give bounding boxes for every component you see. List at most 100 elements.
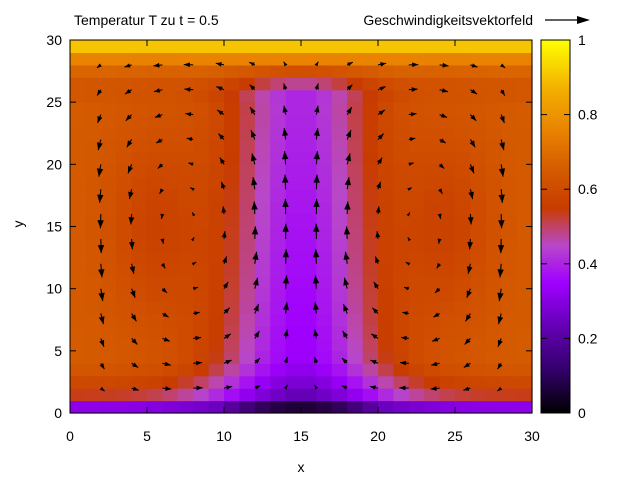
heatmap-cell <box>116 263 133 277</box>
velocity-vector <box>127 164 134 174</box>
heatmap-cell <box>239 276 256 290</box>
heatmap-cell <box>331 288 348 302</box>
velocity-vector <box>312 275 320 289</box>
heatmap-cell <box>485 288 502 302</box>
velocity-vector <box>283 61 288 67</box>
velocity-vector <box>249 61 256 67</box>
velocity-vector <box>497 263 504 278</box>
heatmap-cell <box>193 201 210 215</box>
velocity-vector <box>128 189 134 200</box>
heatmap-cell <box>177 52 194 66</box>
heatmap-cell <box>362 400 379 414</box>
velocity-vector <box>376 157 383 165</box>
heatmap-cell <box>393 77 410 91</box>
heatmap-cell <box>424 64 441 78</box>
velocity-vector <box>253 303 260 314</box>
heatmap-cell <box>378 201 394 215</box>
heatmap-cell <box>270 251 287 265</box>
heatmap-cell <box>362 375 379 389</box>
velocity-vector <box>377 109 386 116</box>
heatmap-cell <box>239 64 256 78</box>
heatmap-cell <box>285 64 302 78</box>
heatmap-cell <box>316 388 333 402</box>
velocity-vector <box>431 337 440 342</box>
heatmap-cell <box>254 375 271 389</box>
heatmap-cell <box>470 52 487 66</box>
heatmap-cell <box>162 102 179 116</box>
velocity-vector <box>131 386 139 391</box>
heatmap-cell <box>70 77 86 91</box>
heatmap-cell <box>331 388 348 402</box>
heatmap-cell <box>362 89 379 103</box>
heatmap-cell <box>408 201 425 215</box>
heatmap-cell <box>455 251 471 265</box>
heatmap-cell <box>177 276 194 290</box>
heatmap-cell <box>378 251 394 265</box>
heatmap-cell <box>270 139 287 153</box>
heatmap-cell <box>116 251 133 265</box>
heatmap-cell <box>393 363 410 377</box>
heatmap-cell <box>208 176 225 190</box>
heatmap-cell <box>362 189 379 203</box>
heatmap-cell <box>408 238 425 252</box>
heatmap-cell <box>70 189 86 203</box>
heatmap-cell <box>116 127 133 141</box>
velocity-vector <box>399 385 409 391</box>
heatmap-cell <box>316 400 333 414</box>
heatmap-cell <box>70 176 86 190</box>
heatmap-cell <box>270 325 287 339</box>
heatmap-cell <box>408 189 425 203</box>
heatmap-cell <box>254 251 271 265</box>
heatmap-cell <box>208 64 225 78</box>
heatmap-cell <box>485 263 502 277</box>
velocity-vector <box>96 164 104 177</box>
heatmap-cell <box>485 164 502 178</box>
heatmap-cell <box>455 164 471 178</box>
velocity-vector <box>124 63 132 68</box>
heatmap-cell <box>316 114 333 128</box>
heatmap-cell <box>85 263 102 277</box>
heatmap-cell <box>285 388 302 402</box>
heatmap-cell <box>347 238 364 252</box>
heatmap-cell <box>362 288 379 302</box>
heatmap-cell <box>439 301 456 315</box>
heatmap-cell <box>85 276 102 290</box>
heatmap-cell <box>408 40 425 54</box>
heatmap-cell <box>208 214 225 228</box>
heatmap-cell <box>455 301 471 315</box>
heatmap-cell <box>193 301 210 315</box>
heatmap-cell <box>147 263 163 277</box>
heatmap-cell <box>301 52 317 66</box>
heatmap-cell <box>501 151 518 165</box>
heatmap-cell <box>301 350 317 364</box>
heatmap-cell <box>516 263 533 277</box>
heatmap-cell <box>270 363 287 377</box>
velocity-vector <box>155 138 163 144</box>
heatmap-cell <box>455 189 471 203</box>
heatmap-cell <box>393 127 410 141</box>
heatmap-cell <box>501 400 518 414</box>
heatmap-cell <box>516 89 533 103</box>
heatmap-cell <box>193 89 210 103</box>
heatmap-cell <box>254 313 271 327</box>
velocity-vector <box>131 362 139 368</box>
heatmap-cell <box>424 338 441 352</box>
heatmap-cell <box>378 64 394 78</box>
heatmap-cell <box>85 288 102 302</box>
heatmap-cell <box>455 77 471 91</box>
velocity-vector <box>153 88 163 93</box>
heatmap-cell <box>362 64 379 78</box>
heatmap-cell <box>408 164 425 178</box>
heatmap-cell <box>100 77 117 91</box>
velocity-vector <box>408 137 416 142</box>
heatmap-cell <box>270 301 287 315</box>
heatmap-cell <box>70 288 86 302</box>
heatmap-cell <box>331 251 348 265</box>
velocity-vector <box>159 188 164 195</box>
heatmap-cell <box>208 40 225 54</box>
velocity-vector <box>160 263 166 269</box>
heatmap-cell <box>177 288 194 302</box>
heatmap-cell <box>301 276 317 290</box>
heatmap-cell <box>116 52 133 66</box>
heatmap-cell <box>208 139 225 153</box>
